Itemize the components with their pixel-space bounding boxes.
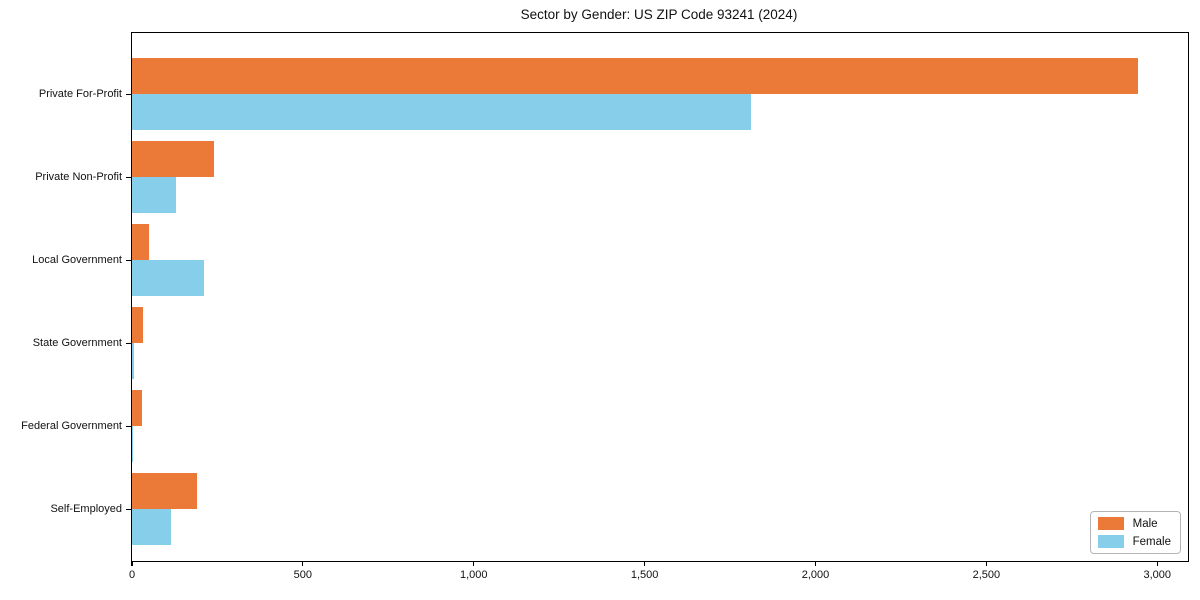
- bar-female-private-non-profit: [132, 177, 177, 213]
- bar-female-state-government: [132, 343, 135, 379]
- plot-area: Private For-Profit Private Non-Profit Loca…: [21, 32, 1189, 581]
- x-label-2000: 2,000: [801, 569, 830, 581]
- chart-title: Sector by Gender: US ZIP Code 93241 (202…: [520, 7, 798, 22]
- bar-male-state-government: [132, 307, 144, 343]
- bar-female-private-for-profit: [132, 94, 751, 130]
- y-tick-self-employed: [126, 508, 131, 510]
- y-label-private-for-profit: Private For-Profit: [38, 88, 122, 100]
- x-label-1500: 1,500: [630, 569, 659, 581]
- y-label-federal-government: Federal Government: [21, 420, 122, 432]
- y-label-state-government: State Government: [32, 337, 122, 349]
- y-label-self-employed: Self-Employed: [50, 503, 122, 515]
- x-label-0: 0: [128, 569, 136, 581]
- male-color-swatch: [1097, 517, 1124, 530]
- x-tick-500: [302, 561, 304, 566]
- x-label-3000: 3,000: [1143, 569, 1171, 581]
- y-tick-federal-government: [126, 425, 131, 427]
- bar-female-local-government: [132, 260, 204, 296]
- x-tick-1000: [473, 561, 475, 566]
- x-tick-0: [131, 561, 133, 566]
- bar-male-local-government: [132, 224, 150, 260]
- y-label-local-government: Local Government: [32, 254, 122, 266]
- y-label-private-non-profit: Private Non-Profit: [35, 171, 122, 183]
- y-tick-private-non-profit: [126, 176, 131, 178]
- legend: Male Female: [1089, 511, 1181, 554]
- x-tick-2000: [814, 561, 817, 566]
- legend-label-male: Male: [1132, 517, 1158, 530]
- bar-male-private-for-profit: [132, 58, 1139, 94]
- y-tick-private-for-profit: [126, 93, 131, 95]
- x-tick-1500: [644, 561, 646, 566]
- bar-male-self-employed: [132, 473, 197, 509]
- bar-female-federal-government: [132, 426, 133, 462]
- x-tick-3000: [1156, 561, 1158, 566]
- x-label-1000: 1,000: [459, 569, 488, 581]
- legend-item-male: Male: [1097, 517, 1171, 530]
- bar-female-self-employed: [132, 509, 172, 545]
- bar-male-federal-government: [132, 390, 142, 426]
- y-tick-local-government: [126, 259, 131, 261]
- x-label-500: 500: [293, 569, 313, 581]
- y-tick-state-government: [126, 342, 131, 344]
- bar-male-private-non-profit: [132, 141, 215, 177]
- female-color-swatch: [1097, 535, 1124, 548]
- x-label-2500: 2,500: [972, 569, 1001, 581]
- x-tick-2500: [985, 561, 987, 566]
- legend-label-female: Female: [1132, 535, 1171, 548]
- legend-item-female: Female: [1097, 535, 1171, 548]
